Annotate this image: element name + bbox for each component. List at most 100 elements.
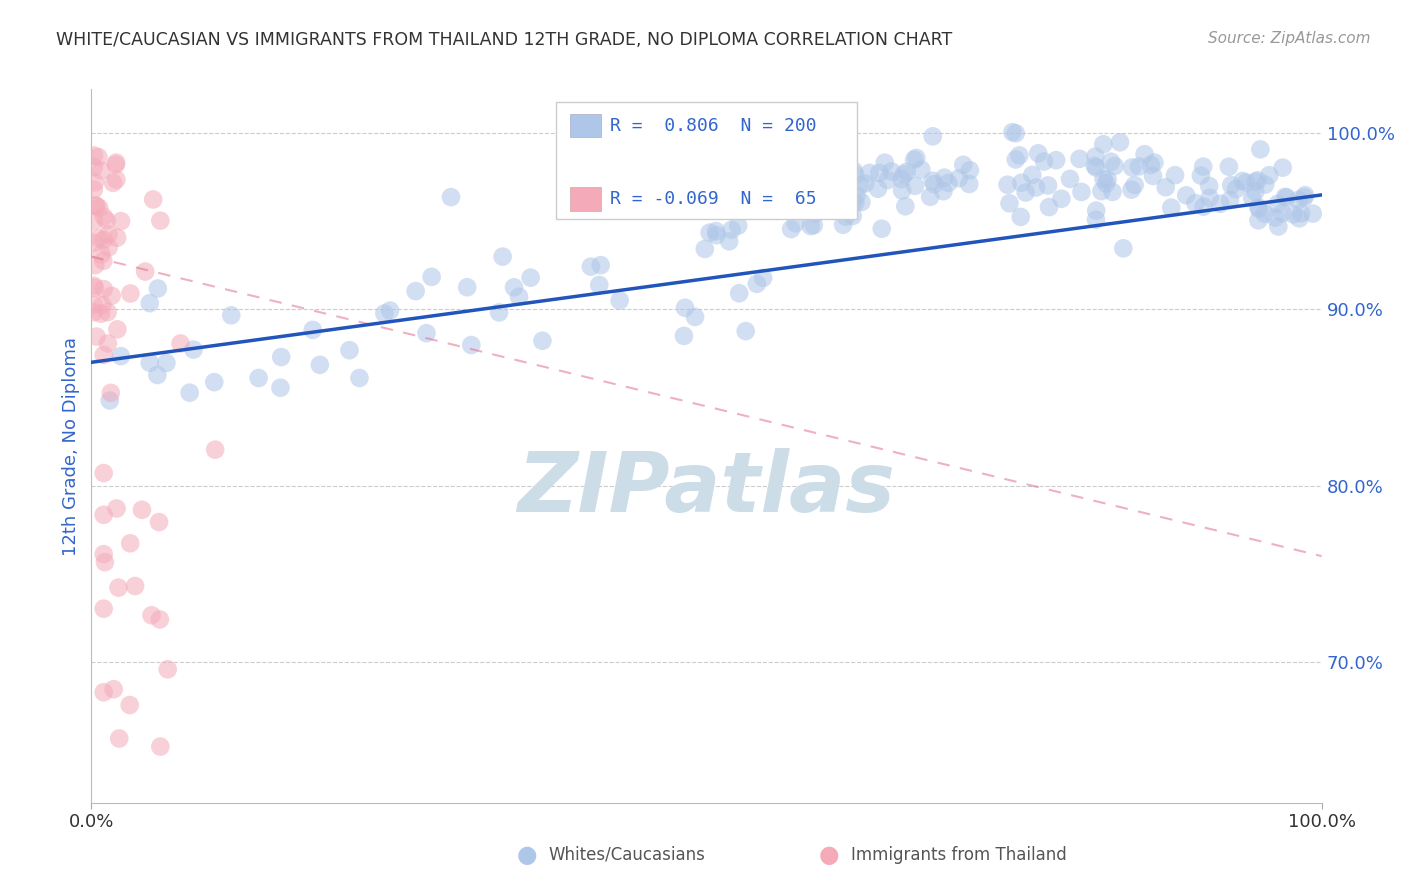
Point xyxy=(751,170,773,185)
Point xyxy=(148,515,170,529)
Point xyxy=(959,163,981,178)
Point xyxy=(1164,168,1187,182)
Point xyxy=(1008,148,1031,162)
Point xyxy=(1198,178,1220,193)
Point xyxy=(1247,213,1270,227)
Point xyxy=(100,385,122,400)
Point xyxy=(1267,197,1289,211)
Point xyxy=(763,178,786,193)
Point xyxy=(456,280,478,294)
Point xyxy=(83,214,105,228)
Text: Source: ZipAtlas.com: Source: ZipAtlas.com xyxy=(1208,31,1371,46)
Point xyxy=(932,184,955,198)
Text: Whites/Caucasians: Whites/Caucasians xyxy=(548,846,706,863)
Point xyxy=(1225,182,1247,196)
Point xyxy=(747,179,769,194)
Point xyxy=(491,250,513,264)
Point xyxy=(851,195,873,210)
Point xyxy=(1241,191,1264,205)
Point xyxy=(219,308,242,322)
Point xyxy=(155,356,177,370)
Point xyxy=(270,350,292,364)
Point xyxy=(1092,172,1115,186)
Point xyxy=(1059,172,1081,186)
Point xyxy=(673,301,696,315)
Point xyxy=(420,269,443,284)
Point xyxy=(1274,190,1296,204)
Point xyxy=(1084,212,1107,227)
Point xyxy=(718,235,741,249)
Point xyxy=(105,501,128,516)
Point xyxy=(1234,176,1257,190)
Point xyxy=(97,240,120,254)
Point xyxy=(93,508,115,522)
Point xyxy=(97,305,120,319)
Point xyxy=(1038,200,1060,214)
Point xyxy=(810,118,832,132)
Point xyxy=(86,199,108,213)
Point xyxy=(1011,176,1033,190)
Point xyxy=(1025,180,1047,194)
Point xyxy=(920,190,942,204)
Text: ZIPatlas: ZIPatlas xyxy=(517,449,896,529)
Point xyxy=(83,278,105,293)
Point xyxy=(1218,160,1240,174)
Point xyxy=(1121,161,1143,175)
Point xyxy=(105,172,128,186)
Point xyxy=(794,201,817,215)
Point xyxy=(1267,219,1289,234)
Point xyxy=(853,177,876,191)
Point xyxy=(794,167,817,181)
Point xyxy=(1219,193,1241,207)
Point xyxy=(89,201,111,215)
Point xyxy=(800,219,823,233)
Point xyxy=(93,685,115,699)
Point xyxy=(1097,172,1119,186)
Point xyxy=(93,210,115,224)
Point xyxy=(785,216,807,230)
Point xyxy=(921,174,943,188)
Point xyxy=(1050,192,1073,206)
Point xyxy=(1099,154,1122,169)
Point xyxy=(728,286,751,301)
Point xyxy=(149,612,172,626)
Point xyxy=(859,166,882,180)
Point xyxy=(769,203,792,218)
Point xyxy=(1302,206,1324,220)
Point xyxy=(1033,154,1056,169)
Point xyxy=(107,581,129,595)
Point xyxy=(810,170,832,185)
Point xyxy=(1154,180,1177,194)
Point xyxy=(745,277,768,291)
Point xyxy=(1090,184,1112,198)
Point xyxy=(837,176,859,190)
Point xyxy=(149,213,172,227)
Point xyxy=(1128,160,1150,174)
Point xyxy=(1140,158,1163,172)
Point xyxy=(134,264,156,278)
Point xyxy=(156,662,179,676)
Point xyxy=(91,298,114,312)
Point xyxy=(868,166,890,180)
Point xyxy=(922,178,945,192)
Point xyxy=(727,219,749,233)
Point xyxy=(83,182,105,196)
Point xyxy=(179,385,201,400)
Point xyxy=(1249,202,1271,216)
Point xyxy=(780,222,803,236)
Point xyxy=(702,201,724,215)
Point xyxy=(1026,146,1049,161)
Point xyxy=(93,233,115,247)
Point xyxy=(519,270,541,285)
Point xyxy=(1192,200,1215,214)
Point xyxy=(1294,188,1316,202)
Point xyxy=(1232,174,1254,188)
Point xyxy=(893,167,915,181)
Point xyxy=(97,227,120,242)
Point xyxy=(704,224,727,238)
Point xyxy=(415,326,437,341)
Point xyxy=(1104,159,1126,173)
Point xyxy=(1189,169,1212,183)
Point xyxy=(93,547,115,561)
Point xyxy=(118,698,141,712)
